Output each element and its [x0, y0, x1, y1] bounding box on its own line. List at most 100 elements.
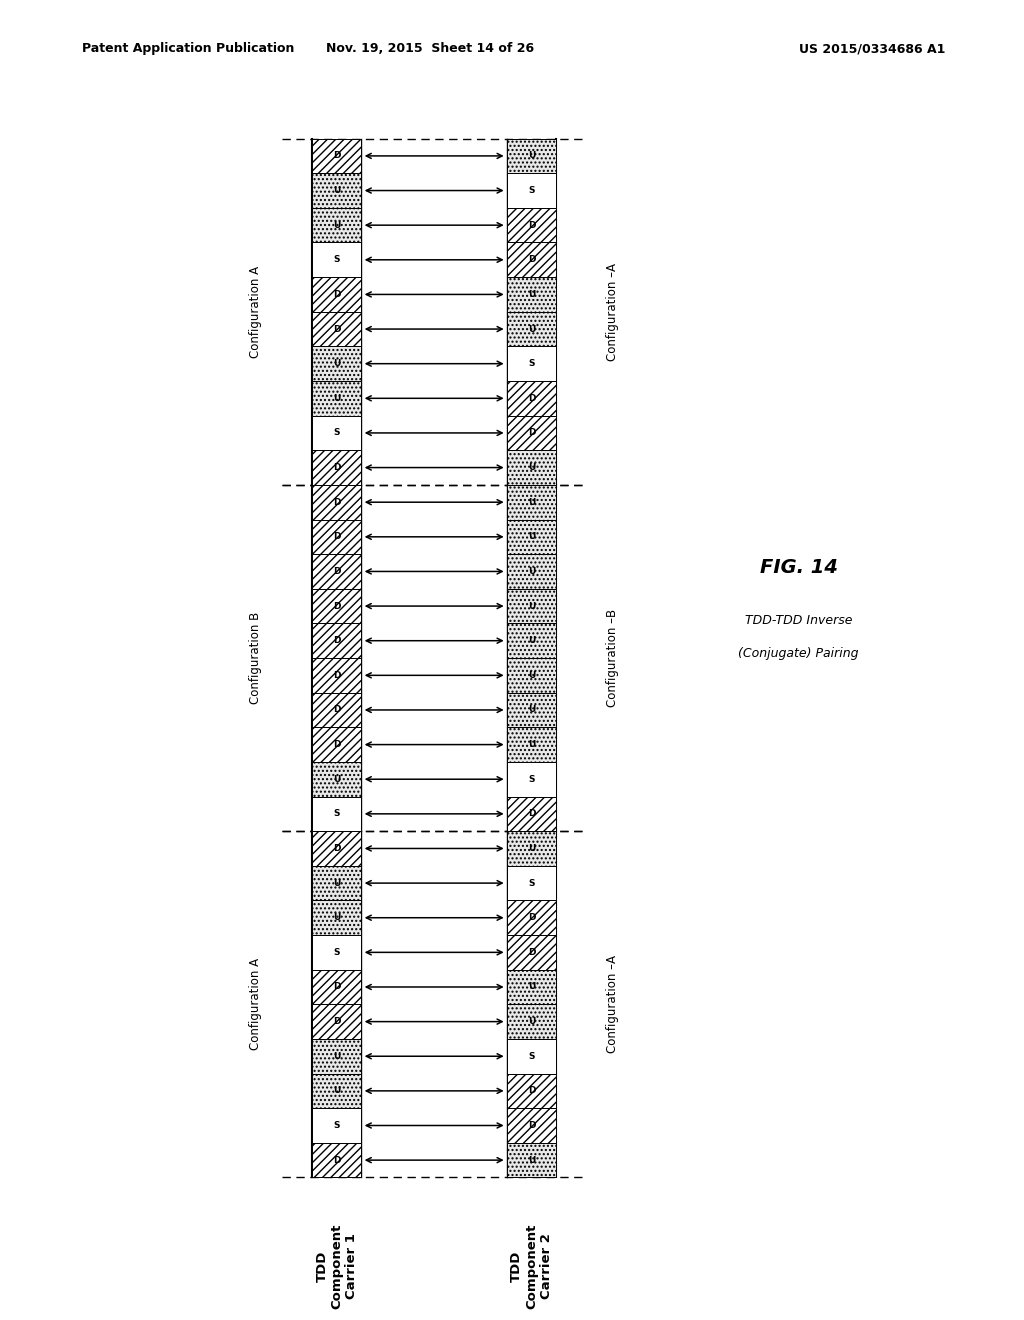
Bar	[507, 1073, 556, 1109]
Bar	[312, 139, 361, 173]
Bar	[507, 173, 556, 207]
Bar	[312, 312, 361, 346]
Text: D: D	[333, 325, 341, 334]
Text: Configuration A: Configuration A	[250, 265, 262, 358]
Text: U: U	[527, 325, 536, 334]
Text: Configuration –A: Configuration –A	[606, 956, 618, 1053]
Text: U: U	[333, 359, 341, 368]
Bar	[312, 762, 361, 796]
Text: U: U	[527, 152, 536, 161]
Text: TDD
Component
Carrier 2: TDD Component Carrier 2	[510, 1224, 553, 1309]
Text: D: D	[527, 948, 536, 957]
Bar	[507, 277, 556, 312]
Text: U: U	[333, 879, 341, 887]
Bar	[507, 520, 556, 554]
Bar	[507, 1005, 556, 1039]
Text: S: S	[334, 948, 340, 957]
Text: D: D	[527, 393, 536, 403]
Text: Patent Application Publication: Patent Application Publication	[82, 42, 294, 55]
Text: Configuration –B: Configuration –B	[606, 609, 618, 708]
Text: S: S	[334, 255, 340, 264]
Bar	[312, 866, 361, 900]
Bar	[312, 484, 361, 520]
Text: U: U	[527, 671, 536, 680]
Bar	[312, 207, 361, 243]
Bar	[312, 623, 361, 657]
Text: U: U	[527, 532, 536, 541]
Text: D: D	[333, 290, 341, 298]
Text: S: S	[528, 879, 535, 887]
Bar	[312, 970, 361, 1005]
Text: US 2015/0334686 A1: US 2015/0334686 A1	[799, 42, 945, 55]
Text: S: S	[528, 775, 535, 784]
Bar	[312, 277, 361, 312]
Bar	[507, 693, 556, 727]
Bar	[507, 762, 556, 796]
Bar	[507, 935, 556, 970]
Text: D: D	[333, 843, 341, 853]
Text: D: D	[333, 498, 341, 507]
Text: D: D	[333, 982, 341, 991]
Bar	[312, 450, 361, 484]
Text: U: U	[527, 1155, 536, 1164]
Text: D: D	[527, 429, 536, 437]
Bar	[312, 1073, 361, 1109]
Bar	[507, 796, 556, 832]
Text: D: D	[527, 255, 536, 264]
Bar	[312, 935, 361, 970]
Text: D: D	[333, 152, 341, 161]
Text: D: D	[333, 568, 341, 576]
Text: D: D	[333, 671, 341, 680]
Text: D: D	[527, 1086, 536, 1096]
Bar	[507, 657, 556, 693]
Bar	[312, 243, 361, 277]
Bar	[312, 416, 361, 450]
Text: D: D	[333, 1018, 341, 1026]
Text: U: U	[527, 290, 536, 298]
Text: S: S	[528, 186, 535, 195]
Text: TDD
Component
Carrier 1: TDD Component Carrier 1	[315, 1224, 358, 1309]
Text: D: D	[333, 602, 341, 611]
Text: S: S	[334, 429, 340, 437]
Bar	[312, 1005, 361, 1039]
Text: D: D	[333, 705, 341, 714]
Bar	[507, 312, 556, 346]
Text: U: U	[527, 602, 536, 611]
Text: U: U	[527, 463, 536, 473]
Bar	[507, 381, 556, 416]
Bar	[507, 900, 556, 935]
Text: Configuration –A: Configuration –A	[606, 263, 618, 360]
Text: D: D	[333, 532, 341, 541]
Bar	[507, 727, 556, 762]
Bar	[312, 727, 361, 762]
Bar	[507, 450, 556, 484]
Bar	[312, 832, 361, 866]
Text: U: U	[333, 220, 341, 230]
Bar	[312, 900, 361, 935]
Bar	[507, 416, 556, 450]
Bar	[507, 139, 556, 173]
Bar	[507, 970, 556, 1005]
Text: U: U	[333, 913, 341, 923]
Text: S: S	[528, 1052, 535, 1061]
Bar	[312, 693, 361, 727]
Text: D: D	[333, 741, 341, 748]
Bar	[507, 866, 556, 900]
Text: D: D	[333, 636, 341, 645]
Bar	[507, 243, 556, 277]
Bar	[312, 1039, 361, 1073]
Text: D: D	[333, 1155, 341, 1164]
Text: U: U	[527, 1018, 536, 1026]
Bar	[312, 589, 361, 623]
Text: (Conjugate) Pairing: (Conjugate) Pairing	[738, 647, 859, 660]
Bar	[507, 346, 556, 381]
Text: D: D	[527, 220, 536, 230]
Bar	[507, 623, 556, 657]
Bar	[312, 173, 361, 207]
Text: TDD-TDD Inverse: TDD-TDD Inverse	[745, 614, 852, 627]
Bar	[312, 1143, 361, 1177]
Bar	[507, 554, 556, 589]
Text: U: U	[527, 741, 536, 748]
Text: Nov. 19, 2015  Sheet 14 of 26: Nov. 19, 2015 Sheet 14 of 26	[326, 42, 535, 55]
Bar	[312, 796, 361, 832]
